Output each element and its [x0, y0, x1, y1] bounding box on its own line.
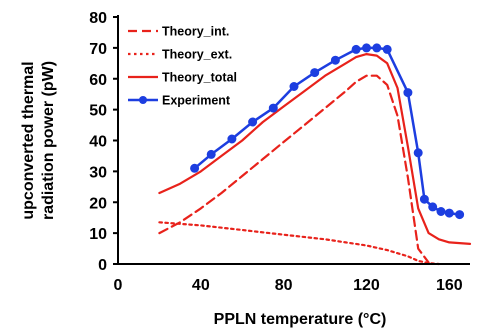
experiment-point	[190, 163, 200, 173]
experiment-point	[268, 103, 278, 113]
experiment-point	[382, 44, 392, 54]
experiment-point	[330, 55, 340, 65]
series-line-3	[158, 52, 472, 245]
experiment-point	[289, 82, 299, 91]
y-axis-label: upconverted thermal radiation power (pW)	[20, 61, 57, 220]
x-tick-label: 160	[436, 277, 463, 294]
y-tick-label: 0	[98, 257, 107, 274]
legend-label: Theory_ext.	[162, 48, 232, 62]
x-tick-label: 40	[192, 277, 210, 294]
y-tick-label: 10	[89, 226, 107, 243]
y-tick-label: 20	[89, 195, 107, 212]
x-tick-label: 120	[353, 277, 380, 294]
x-axis-label: PPLN temperature (°C)	[214, 311, 387, 328]
experiment-point	[248, 117, 258, 127]
axes: 0 40 80 120 160 0 10 20 30 40 50 60 70 80	[89, 10, 470, 294]
y-tick-label: 60	[89, 72, 107, 89]
experiment-point	[310, 68, 320, 78]
experiment-point	[455, 210, 465, 220]
series-line-1	[158, 74, 430, 264]
experiment-point	[419, 194, 429, 204]
series-line-2	[158, 221, 440, 266]
experiment-point	[444, 208, 454, 218]
x-tick-label: 0	[114, 277, 123, 294]
data-series	[158, 43, 472, 266]
experiment-point	[428, 202, 438, 212]
experiment-point	[206, 149, 216, 159]
y-tick-label: 70	[89, 41, 107, 58]
legend: Theory_int. Theory_ext. Theory_total Experi…	[128, 25, 237, 108]
legend-label: Theory_int.	[162, 25, 229, 39]
experiment-point	[351, 44, 361, 54]
y-axis-label-line-2: radiation power (pW)	[40, 61, 57, 220]
x-ticks: 0 40 80 120 160	[114, 277, 463, 294]
y-axis-label-line-1: upconverted thermal	[20, 61, 37, 219]
y-tick-label: 50	[89, 103, 107, 120]
experiment-point	[436, 207, 446, 216]
experiment-point	[372, 43, 382, 53]
legend-marker	[139, 96, 147, 104]
experiment-point	[227, 134, 237, 144]
legend-label: Theory_total	[162, 71, 237, 85]
x-tick-label: 80	[275, 277, 293, 294]
y-tick-label: 40	[89, 134, 107, 151]
y-tick-label: 80	[89, 10, 107, 27]
y-ticks: 0 10 20 30 40 50 60 70 80	[89, 10, 118, 274]
legend-label: Experiment	[162, 94, 231, 108]
experiment-point	[403, 88, 413, 98]
experiment-point	[413, 148, 423, 158]
experiment-point	[362, 43, 371, 53]
y-tick-label: 30	[89, 164, 107, 181]
